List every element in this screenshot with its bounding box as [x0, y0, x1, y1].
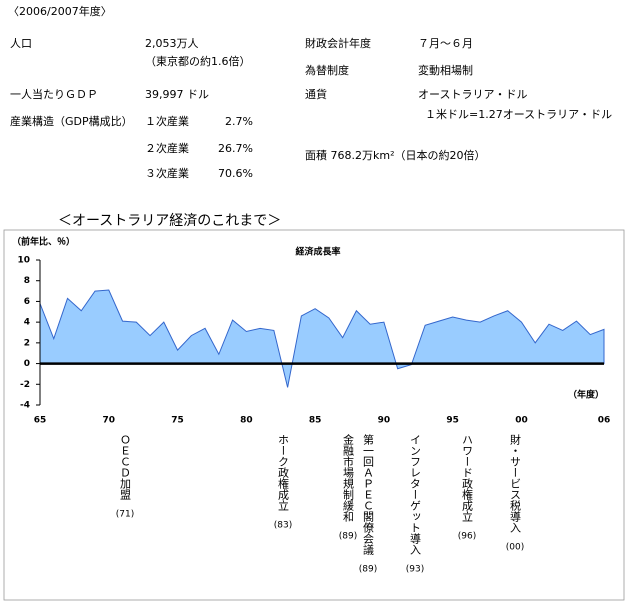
chart-title: 経済成長率 [295, 246, 340, 258]
y-tick-label: 2 [24, 338, 30, 348]
x-tick-label: 85 [309, 416, 322, 426]
y-tick-label: 4 [24, 318, 30, 328]
info-text: １次産業 [145, 114, 189, 128]
annotation-year: (71) [116, 510, 134, 520]
annotation-year: (89) [339, 532, 357, 542]
y-tick-label: 0 [24, 359, 30, 369]
area [39, 289, 605, 388]
x-tick-label: 80 [240, 416, 253, 426]
annotation: ホーク政権成立 [277, 434, 290, 511]
annotation-year: (89) [359, 565, 377, 575]
info-text: オーストラリア・ドル [418, 88, 527, 101]
annotation: インフレターゲット導入 [409, 434, 422, 555]
info-text: 為替制度 [305, 63, 349, 77]
info-text: 変動相場制 [418, 63, 473, 77]
info-text: ７月～６月 [418, 37, 473, 50]
x-tick-label: 95 [446, 416, 459, 426]
annotation: 第一回ＡＰＥＣ閣僚会議 [362, 433, 375, 555]
x-tick-label: 90 [378, 416, 391, 426]
annotation: 金融市場規制緩和 [342, 433, 355, 523]
info-text: ２次産業 [145, 141, 189, 155]
x-tick-label: 75 [171, 416, 184, 426]
annotation-year: (96) [458, 532, 476, 542]
info-text: 財政会計年度 [305, 36, 371, 50]
info-text: （東京都の約1.6倍） [145, 54, 251, 68]
info-text: ３次産業 [145, 166, 189, 180]
annotation: 財・サービス税導入 [509, 433, 522, 533]
chart-frame [3, 229, 625, 601]
x-tick-label: 70 [103, 416, 116, 426]
info-text: 面積 768.2万km²（日本の約20倍） [305, 148, 485, 162]
info-text: 通貨 [305, 87, 327, 101]
y-tick-label: -2 [20, 380, 30, 390]
x-tick-label: 65 [34, 416, 47, 426]
info-text: 2.7% [225, 115, 253, 128]
info-text: 39,997 ドル [145, 88, 209, 101]
annotation: ハワード政権成立 [461, 434, 474, 522]
section-title: ＜オーストラリア経済のこれまで＞ [58, 213, 281, 229]
info-text: 産業構造（GDP構成比） [10, 114, 133, 128]
x-tick-label: 00 [515, 416, 528, 426]
info-text: 一人当たりＧＤＰ [10, 87, 98, 101]
info-text: 人口 [10, 37, 32, 50]
annotation-year: (93) [406, 565, 424, 575]
y-label: （前年比、％） [12, 236, 75, 248]
info-text: 70.6% [218, 167, 253, 180]
y-tick-label: -4 [20, 401, 30, 411]
annotation-year: (83) [274, 521, 292, 531]
period: 〈2006/2007年度〉 [8, 4, 112, 18]
info-text: 26.7% [218, 142, 253, 155]
annotation-year: (00) [506, 543, 524, 553]
annotation: ＯＥＣＤ加盟 [119, 434, 132, 500]
info-text: 2,053万人 [145, 37, 199, 50]
info-text: １米ドル=1.27オーストラリア・ドル [425, 108, 612, 121]
x-label: （年度） [568, 389, 604, 401]
y-tick-label: 8 [24, 276, 30, 286]
y-tick-label: 6 [24, 297, 30, 307]
x-tick-label: 06 [598, 416, 611, 426]
y-tick-label: 10 [17, 256, 30, 266]
